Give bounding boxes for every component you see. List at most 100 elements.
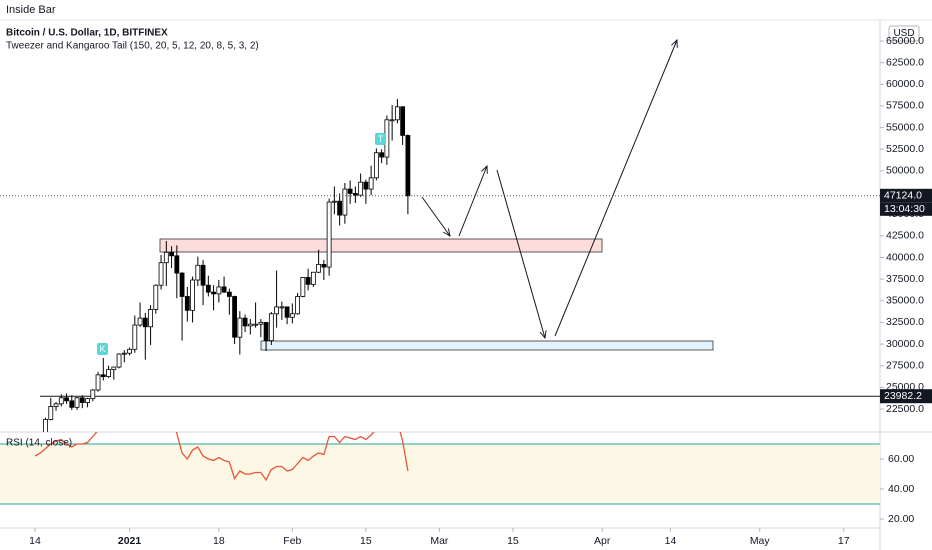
x-tick-label: 14: [665, 535, 677, 547]
marker-box: [375, 133, 386, 145]
candle-body: [48, 406, 54, 420]
y-tick-label: 65000.0: [886, 35, 924, 47]
candle-body: [368, 177, 374, 190]
price-line-label-box: [880, 389, 932, 404]
candle-body: [400, 106, 406, 136]
candle-body: [232, 296, 237, 338]
y-tick-label: 32500.0: [886, 316, 924, 328]
projection-arrows: [421, 40, 677, 338]
candle-body: [163, 251, 169, 264]
candle-body: [268, 313, 274, 342]
arrow: [496, 169, 545, 338]
candle-body: [132, 324, 138, 350]
candle-body: [342, 188, 348, 216]
candle-body: [153, 284, 159, 310]
last-price-label: 47124.0: [884, 190, 922, 202]
candle-body: [310, 271, 316, 285]
x-tick-label: 2021: [118, 535, 142, 547]
candle-body: [148, 309, 153, 328]
y-tick-label: 50000.0: [886, 165, 924, 177]
candle-body: [258, 322, 264, 325]
x-tick-label: 18: [213, 535, 225, 547]
price-pane: [0, 40, 880, 432]
x-tick-label: May: [750, 535, 771, 547]
x-tick-label: 14: [29, 535, 41, 547]
price-line-label: 23982.2: [884, 390, 922, 402]
candle-body: [106, 369, 111, 377]
candle-body: [321, 264, 327, 268]
countdown: 13:04:30: [884, 203, 925, 215]
candle-body: [85, 398, 90, 403]
x-tick-label: 17: [838, 535, 850, 547]
candle-body: [121, 352, 127, 355]
y-tick-label: 60000.0: [886, 78, 924, 90]
candle-body: [79, 397, 85, 403]
y-tick-label: 40.00: [888, 483, 914, 495]
candle-body: [200, 264, 206, 286]
candle-body: [58, 397, 64, 405]
x-tick-label: Feb: [283, 535, 301, 547]
candle-body: [352, 193, 358, 196]
candle-body: [373, 152, 379, 179]
candle-body: [100, 374, 106, 377]
y-tick-label: 62500.0: [886, 56, 924, 68]
countdown-box: [880, 202, 932, 216]
marker-label: K: [99, 344, 105, 354]
candle-body: [184, 296, 190, 311]
indicator-title: Tweezer and Kangaroo Tail (150, 20, 5, 1…: [6, 41, 259, 52]
candle-body: [69, 400, 75, 408]
candle-body: [284, 306, 290, 318]
candle-body: [300, 277, 306, 297]
candle-body: [242, 317, 248, 327]
y-tick-label: 60.00: [888, 453, 914, 465]
currency: USD: [893, 28, 914, 39]
support-zone: [260, 340, 714, 351]
arrow: [421, 196, 450, 236]
candle-body: [111, 366, 117, 371]
x-tick-label: Mar: [430, 535, 449, 547]
y-tick-label: 27500.0: [886, 360, 924, 372]
y-tick-label: 22500.0: [886, 403, 924, 415]
candle-body: [53, 403, 59, 407]
marker-box: [97, 343, 108, 355]
candle-body: [405, 134, 411, 197]
candle-body: [305, 277, 311, 285]
y-tick-label: 20.00: [888, 513, 914, 525]
candle-body: [174, 255, 180, 274]
candle-body: [263, 322, 269, 342]
candle-body: [211, 291, 216, 295]
candle-body: [216, 286, 222, 295]
candle-body: [142, 317, 148, 328]
candle-body: [127, 348, 132, 354]
candle-body: [326, 201, 332, 268]
candle-body: [190, 279, 195, 311]
candle-body: [158, 262, 164, 286]
y-tick-label: 42500.0: [886, 230, 924, 242]
rsi-line: [34, 432, 409, 482]
candle-body: [179, 272, 185, 297]
y-tick-label: 55000.0: [886, 121, 924, 133]
candle-body: [116, 353, 122, 368]
rsi-band-fill: [0, 444, 880, 504]
candle-body: [253, 323, 258, 326]
y-tick-label: 57500.0: [886, 100, 924, 112]
candle-body: [247, 323, 253, 327]
candle-body: [331, 200, 337, 203]
candle-body: [389, 119, 395, 122]
candle-body: [64, 397, 69, 402]
candle-body: [90, 389, 96, 400]
candle-body: [337, 200, 343, 216]
last-price-box: [880, 188, 932, 203]
x-tick-label: 15: [507, 535, 519, 547]
currency-box: [888, 25, 920, 42]
x-tick-label: Apr: [594, 535, 611, 547]
y-tick-label: 40000.0: [886, 251, 924, 263]
rsi-pane: [0, 432, 880, 505]
candle-body: [205, 284, 211, 293]
candle-body: [295, 296, 301, 315]
candle-body: [137, 317, 143, 326]
candle-body: [74, 397, 80, 408]
x-tick-label: 15: [360, 535, 372, 547]
y-tick-label: 30000.0: [886, 338, 924, 350]
